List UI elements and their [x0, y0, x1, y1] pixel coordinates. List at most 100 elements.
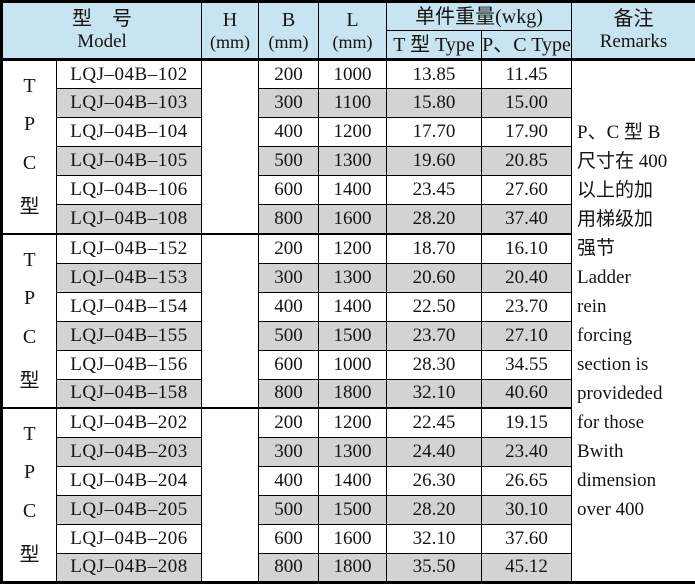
- group-label-char: 型: [19, 196, 40, 219]
- header-l-symbol: L: [346, 8, 359, 31]
- header-l: L (mm): [318, 1, 387, 60]
- model-cell: LQJ–04B–158: [56, 378, 202, 409]
- l-value: 1400: [318, 175, 387, 206]
- header-remarks: 备注 Remarks: [571, 1, 695, 60]
- t-weight: 22.45: [386, 406, 482, 438]
- remarks-line: 强节: [577, 238, 616, 259]
- header-b-unit: (mm): [268, 31, 309, 52]
- table-row: LQJ–04B–203 300 1300 24.40 23.40: [2, 436, 695, 467]
- t-weight: 28.20: [386, 204, 482, 235]
- t-weight: 19.60: [386, 146, 482, 177]
- table-row: LQJ–04B–153 300 1300 20.60 20.40: [2, 262, 695, 293]
- t-weight: 26.30: [386, 465, 482, 496]
- table-row: T P C 型 LQJ–04B–202 200 1200 22.45 19.15: [1, 406, 695, 583]
- l-value: 1200: [318, 233, 387, 264]
- t-weight: 35.50: [386, 552, 482, 584]
- model-cell: LQJ–04B–108: [56, 204, 202, 235]
- pc-weight: 27.60: [480, 175, 573, 206]
- model-cell: LQJ–04B–208: [56, 552, 202, 584]
- header-weight-t: T 型 Type: [386, 30, 482, 60]
- t-weight: 28.30: [386, 349, 482, 380]
- pc-weight: 34.55: [480, 349, 573, 380]
- l-value: 1600: [318, 204, 387, 235]
- pc-weight: 37.60: [480, 523, 573, 554]
- b-value: 800: [258, 552, 319, 584]
- b-value: 300: [258, 262, 319, 293]
- pc-weight: 40.60: [480, 378, 573, 409]
- table-row: LQJ–04B–108 800 1600 28.20 37.40: [2, 204, 695, 235]
- t-weight: 32.10: [386, 523, 482, 554]
- b-value: 400: [258, 291, 319, 322]
- header-h-symbol: H: [222, 8, 238, 31]
- model-cell: LQJ–04B–204: [56, 465, 202, 496]
- header-remarks-en: Remarks: [599, 31, 668, 53]
- b-value: 800: [258, 204, 319, 235]
- l-value: 1400: [318, 465, 387, 496]
- b-value: 600: [258, 349, 319, 380]
- b-value: 200: [258, 233, 319, 264]
- header-row-1: 型 号 Model H (mm) B (mm) L (mm) 单件重量(wkg)…: [1, 1, 695, 60]
- group-label-char: P: [23, 113, 36, 136]
- b-value: 500: [258, 494, 319, 525]
- model-cell: LQJ–04B–153: [56, 262, 202, 293]
- h-cell-group-1: [201, 58, 259, 235]
- group-label-char: C: [22, 325, 37, 348]
- pc-weight: 11.45: [480, 57, 573, 90]
- model-cell: LQJ–04B–205: [56, 494, 202, 525]
- h-cell-group-3: [201, 407, 259, 583]
- remarks-line: forcing: [577, 325, 632, 346]
- l-value: 1000: [318, 349, 387, 380]
- header-model-zh: 型 号: [72, 8, 132, 31]
- header-l-unit: (mm): [332, 31, 373, 52]
- b-value: 400: [258, 465, 319, 496]
- table-row: LQJ–04B–106 600 1400 23.45 27.60: [2, 175, 695, 206]
- t-weight: 22.50: [386, 291, 482, 322]
- table-row: T P C 型 LQJ–04B–102 200 1000 13.85 11.45…: [1, 57, 695, 583]
- table-header: 型 号 Model H (mm) B (mm) L (mm) 单件重量(wkg)…: [1, 1, 695, 60]
- header-weight-pc: P、C Type: [480, 30, 573, 60]
- l-value: 1500: [318, 320, 387, 351]
- l-value: 1200: [318, 117, 387, 148]
- header-b: B (mm): [258, 1, 319, 60]
- l-value: 1800: [318, 378, 387, 409]
- group-label-char: T: [23, 422, 36, 445]
- l-value: 1200: [318, 406, 387, 438]
- header-b-symbol: B: [281, 8, 296, 31]
- header-weight: 单件重量(wkg): [385, 1, 573, 31]
- b-value: 600: [258, 175, 319, 206]
- group-label-char: C: [22, 499, 37, 522]
- table-row: T P C 型 LQJ–04B–152 200 1200 18.70 16.10: [1, 233, 695, 409]
- l-value: 1300: [318, 436, 387, 467]
- l-value: 1400: [318, 291, 387, 322]
- b-value: 600: [258, 523, 319, 554]
- pc-weight: 20.40: [480, 262, 573, 293]
- header-model: 型 号 Model: [1, 1, 202, 60]
- pc-weight: 37.40: [480, 204, 573, 235]
- b-value: 400: [258, 117, 319, 148]
- pc-weight: 20.85: [480, 146, 573, 177]
- l-value: 1500: [318, 494, 387, 525]
- l-value: 1000: [318, 57, 387, 90]
- table-row: LQJ–04B–104 400 1200 17.70 17.90: [2, 117, 695, 148]
- remarks-line: Ladder: [577, 267, 631, 288]
- remarks-line: 用梯级加: [577, 209, 654, 230]
- model-cell: LQJ–04B–103: [56, 88, 202, 119]
- b-value: 500: [258, 146, 319, 177]
- b-value: 200: [258, 57, 319, 90]
- model-cell: LQJ–04B–105: [56, 146, 202, 177]
- l-value: 1800: [318, 552, 387, 584]
- group-label-1: T P C 型: [1, 58, 57, 235]
- t-weight: 20.60: [386, 262, 482, 293]
- pc-weight: 23.40: [480, 436, 573, 467]
- group-label-char: 型: [19, 544, 40, 567]
- model-cell: LQJ–04B–152: [56, 233, 202, 264]
- group-label-char: P: [23, 461, 36, 484]
- model-cell: LQJ–04B–104: [56, 117, 202, 148]
- remarks-line: rein: [577, 296, 607, 317]
- table-row: LQJ–04B–205 500 1500 28.20 30.10: [2, 494, 695, 525]
- remarks-line: over 400: [577, 499, 645, 520]
- pc-weight: 30.10: [480, 494, 573, 525]
- l-value: 1300: [318, 262, 387, 293]
- t-weight: 24.40: [386, 436, 482, 467]
